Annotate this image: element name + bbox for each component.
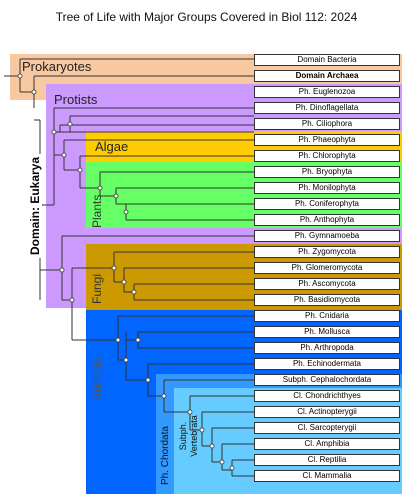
leaf-cnidaria: Ph. Cnidaria bbox=[254, 310, 400, 322]
leaf-bryophyta: Ph. Bryophyta bbox=[254, 166, 400, 178]
protists-label: Protists bbox=[54, 92, 98, 107]
leaf-amphibia: Cl. Amphibia bbox=[254, 438, 400, 450]
leaf-zygomycota: Ph. Zygomycota bbox=[254, 246, 400, 258]
leaf-gymnamoeba: Ph. Gymnamoeba bbox=[254, 230, 400, 242]
leaf-sarcopterygii: Cl. Sarcopterygii bbox=[254, 422, 400, 434]
leaf-domain-archaea: Domain Archaea bbox=[254, 70, 400, 82]
leaf-arthropoda: Ph. Arthropoda bbox=[254, 342, 400, 354]
leaf-mollusca: Ph. Mollusca bbox=[254, 326, 400, 338]
leaf-chondrichthyes: Cl. Chondrichthyes bbox=[254, 390, 400, 402]
leaf-mammalia: Cl. Mammalia bbox=[254, 470, 400, 482]
leaf-basidiomycota: Ph. Basidiomycota bbox=[254, 294, 400, 306]
leaf-chlorophyta: Ph. Chlorophyta bbox=[254, 150, 400, 162]
leaf-reptilia: Cl. Reptilia bbox=[254, 454, 400, 466]
leaf-phaeophyta: Ph. Phaeophyta bbox=[254, 134, 400, 146]
leaf-domain-bacteria: Domain Bacteria bbox=[254, 54, 400, 66]
algae-label: Algae bbox=[95, 139, 129, 154]
leaf-dinoflagellata: Ph. Dinoflagellata bbox=[254, 102, 400, 114]
leaf-euglenozoa: Ph. Euglenozoa bbox=[254, 86, 400, 98]
prokaryotes-label: Prokaryotes bbox=[22, 59, 92, 74]
leaf-ciliophora: Ph. Ciliophora bbox=[254, 118, 400, 130]
leaf-echinodermata: Ph. Echinodermata bbox=[254, 358, 400, 370]
leaf-glomeromycota: Ph. Glomeromycota bbox=[254, 262, 400, 274]
leaf-coniferophyta: Ph. Coniferophyta bbox=[254, 198, 400, 210]
leaf-ascomycota: Ph. Ascomycota bbox=[254, 278, 400, 290]
leaf-monilophyta: Ph. Monilophyta bbox=[254, 182, 400, 194]
leaf-actinopterygii: Cl. Actinopterygii bbox=[254, 406, 400, 418]
leaf-anthophyta: Ph. Anthophyta bbox=[254, 214, 400, 226]
leaf-cephalochordata: Subph. Cephalochordata bbox=[254, 374, 400, 386]
domain-eukarya-label: Domain: Eukarya bbox=[28, 153, 42, 258]
page-title: Tree of Life with Major Groups Covered i… bbox=[55, 10, 358, 24]
